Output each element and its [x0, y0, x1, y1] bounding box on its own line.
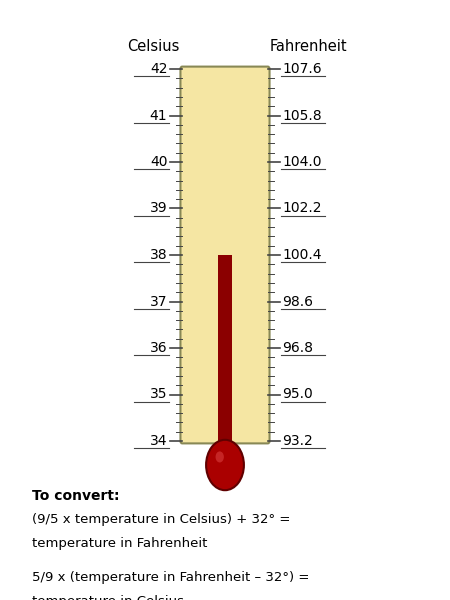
- Text: 36: 36: [150, 341, 167, 355]
- Bar: [218, 438, 232, 465]
- Text: 39: 39: [150, 202, 167, 215]
- Text: 41: 41: [150, 109, 167, 122]
- Text: 38: 38: [150, 248, 167, 262]
- Text: 104.0: 104.0: [283, 155, 322, 169]
- Circle shape: [206, 440, 244, 490]
- Text: 98.6: 98.6: [283, 295, 314, 308]
- Text: 107.6: 107.6: [283, 62, 322, 76]
- Text: temperature in Celsius: temperature in Celsius: [32, 595, 184, 600]
- Text: 95.0: 95.0: [283, 388, 313, 401]
- Text: 34: 34: [150, 434, 167, 448]
- Text: Fahrenheit: Fahrenheit: [270, 39, 347, 54]
- Text: temperature in Fahrenheit: temperature in Fahrenheit: [32, 537, 207, 550]
- Text: 102.2: 102.2: [283, 202, 322, 215]
- Bar: [218, 255, 232, 441]
- Text: Celsius: Celsius: [128, 39, 180, 54]
- Text: 93.2: 93.2: [283, 434, 313, 448]
- FancyBboxPatch shape: [180, 67, 270, 443]
- Circle shape: [216, 451, 224, 463]
- Text: 100.4: 100.4: [283, 248, 322, 262]
- Text: 42: 42: [150, 62, 167, 76]
- Text: 40: 40: [150, 155, 167, 169]
- Text: 37: 37: [150, 295, 167, 308]
- Text: (9/5 x temperature in Celsius) + 32° =: (9/5 x temperature in Celsius) + 32° =: [32, 513, 290, 526]
- Text: 105.8: 105.8: [283, 109, 322, 122]
- Text: 5/9 x (temperature in Fahrenheit – 32°) =: 5/9 x (temperature in Fahrenheit – 32°) …: [32, 571, 309, 584]
- Text: 96.8: 96.8: [283, 341, 314, 355]
- Text: To convert:: To convert:: [32, 489, 119, 503]
- Text: 35: 35: [150, 388, 167, 401]
